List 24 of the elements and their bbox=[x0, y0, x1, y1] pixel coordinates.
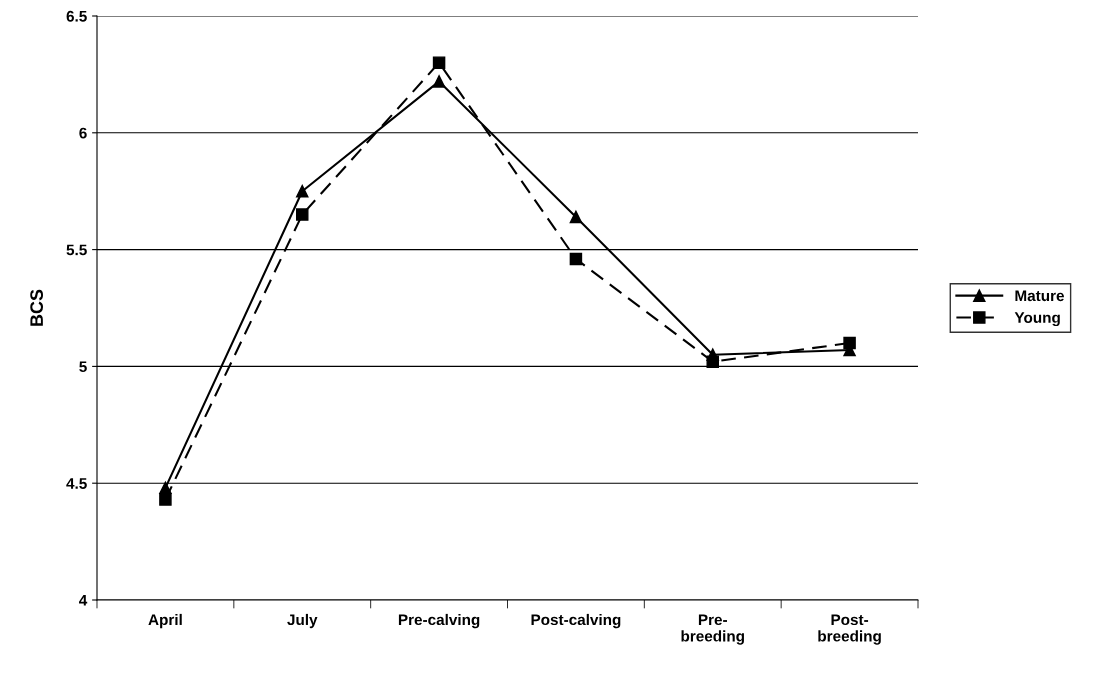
point bbox=[569, 210, 583, 224]
legend-label: Young bbox=[1014, 312, 1060, 327]
point bbox=[706, 348, 720, 361]
legend-label: Mature bbox=[1015, 290, 1064, 302]
point bbox=[569, 252, 583, 266]
x-tick-label: July bbox=[287, 613, 318, 629]
y-tick-label: 4 bbox=[79, 595, 88, 606]
x-tick-label: Pre- breeding bbox=[681, 614, 744, 645]
x-tick-label: Post- breeding bbox=[818, 614, 881, 645]
x-tick-label: Pre-calving bbox=[398, 613, 480, 629]
y-tick-label: 6 bbox=[79, 127, 87, 139]
y-axis-title: BCS bbox=[30, 289, 44, 326]
y-tick-label: 4.5 bbox=[66, 478, 87, 489]
x-tick-label: Post-calving bbox=[531, 613, 621, 629]
point bbox=[159, 493, 172, 506]
x-tick-label: April bbox=[148, 613, 182, 629]
point bbox=[432, 75, 446, 88]
point bbox=[295, 208, 309, 221]
y-tick-label: 5 bbox=[79, 361, 87, 373]
y-tick-label: 5.5 bbox=[66, 244, 87, 256]
y-tick-label: 6.5 bbox=[66, 10, 87, 22]
point bbox=[159, 481, 172, 495]
point bbox=[295, 184, 309, 198]
point bbox=[432, 56, 446, 69]
